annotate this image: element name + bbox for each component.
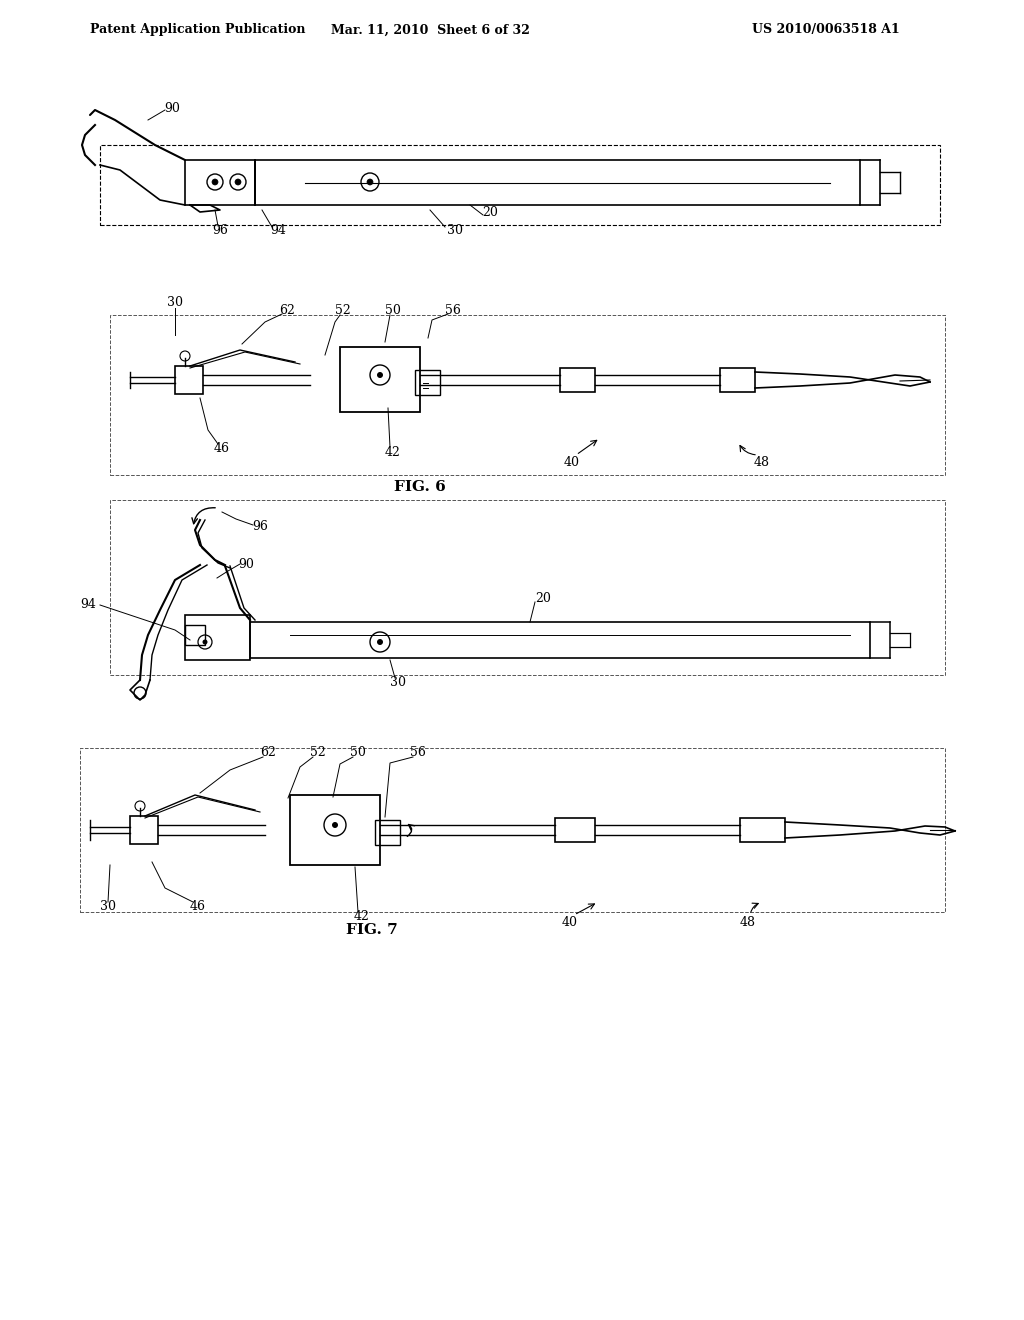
Circle shape xyxy=(212,180,218,185)
Text: 96: 96 xyxy=(212,223,228,236)
Text: 40: 40 xyxy=(562,916,578,928)
Text: US 2010/0063518 A1: US 2010/0063518 A1 xyxy=(753,24,900,37)
Bar xyxy=(740,818,785,842)
Text: 30: 30 xyxy=(390,676,406,689)
Bar xyxy=(560,368,595,392)
Text: 48: 48 xyxy=(740,916,756,928)
Text: 46: 46 xyxy=(190,900,206,913)
Bar xyxy=(185,615,250,660)
Text: 42: 42 xyxy=(354,911,370,924)
Text: 50: 50 xyxy=(350,746,366,759)
Bar xyxy=(720,368,755,392)
Text: FIG. 7: FIG. 7 xyxy=(346,923,398,937)
Text: Mar. 11, 2010  Sheet 6 of 32: Mar. 11, 2010 Sheet 6 of 32 xyxy=(331,24,529,37)
Bar xyxy=(250,622,870,657)
Text: 52: 52 xyxy=(310,746,326,759)
Text: 50: 50 xyxy=(385,304,401,317)
Circle shape xyxy=(377,639,383,645)
Bar xyxy=(80,748,945,912)
Text: 30: 30 xyxy=(447,223,463,236)
Bar xyxy=(555,818,595,842)
Bar xyxy=(175,366,203,393)
Text: 94: 94 xyxy=(80,598,96,611)
Circle shape xyxy=(367,180,373,185)
Bar xyxy=(130,816,158,843)
Circle shape xyxy=(234,180,241,185)
Bar xyxy=(255,160,860,205)
Bar xyxy=(340,347,420,412)
Bar xyxy=(110,315,945,475)
Text: 90: 90 xyxy=(164,102,180,115)
Text: 62: 62 xyxy=(280,304,295,317)
Text: 96: 96 xyxy=(252,520,268,533)
Bar xyxy=(185,160,255,205)
Bar xyxy=(100,145,940,224)
Text: 56: 56 xyxy=(410,746,426,759)
Text: 20: 20 xyxy=(482,206,498,219)
Bar xyxy=(185,624,205,645)
Text: 52: 52 xyxy=(335,304,351,317)
Text: 30: 30 xyxy=(167,296,183,309)
Text: 46: 46 xyxy=(214,441,230,454)
Text: FIG. 6: FIG. 6 xyxy=(394,480,445,494)
Circle shape xyxy=(332,822,338,828)
Text: 40: 40 xyxy=(564,455,580,469)
Text: 42: 42 xyxy=(385,446,401,458)
Bar xyxy=(110,500,945,675)
Text: 56: 56 xyxy=(445,304,461,317)
Text: 62: 62 xyxy=(260,746,275,759)
Bar xyxy=(375,820,400,845)
Text: 94: 94 xyxy=(270,223,286,236)
Text: Patent Application Publication: Patent Application Publication xyxy=(90,24,305,37)
Text: 90: 90 xyxy=(238,557,254,570)
Text: 30: 30 xyxy=(100,900,116,913)
Bar xyxy=(415,370,440,395)
Text: 20: 20 xyxy=(536,591,551,605)
Text: 48: 48 xyxy=(754,455,770,469)
Bar xyxy=(290,795,380,865)
Circle shape xyxy=(377,372,383,378)
Circle shape xyxy=(203,639,208,644)
